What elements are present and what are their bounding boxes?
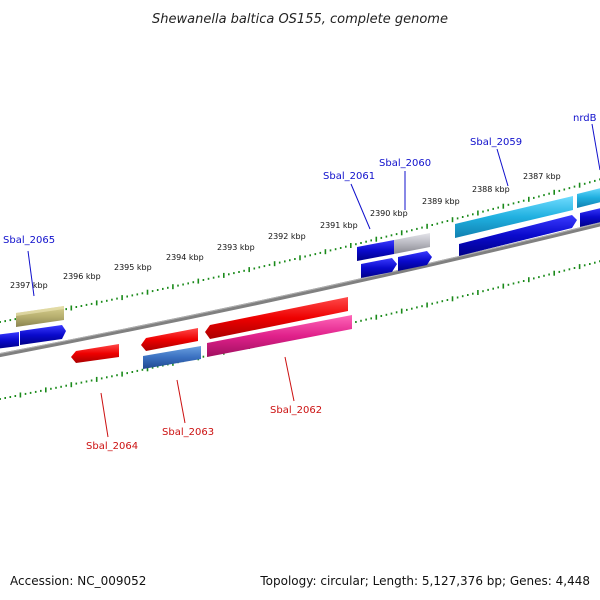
gene-label-sbal-2062: Sbal_2062: [270, 405, 322, 416]
accession-text: Accession: NC_009052: [10, 574, 146, 588]
scale-label: 2387 kbp: [523, 172, 561, 181]
scale-label: 2394 kbp: [166, 253, 204, 262]
scale-label: 2392 kbp: [268, 232, 306, 241]
reverse-strand-genes: [71, 297, 352, 369]
gene-label-sbal-2064: Sbal_2064: [86, 441, 138, 452]
scale-label: 2390 kbp: [370, 209, 408, 218]
forward-strand-genes: [0, 187, 600, 349]
gene-feature[interactable]: [398, 251, 432, 271]
scale-label: 2395 kbp: [114, 263, 152, 272]
gene-label-sbal-2060: Sbal_2060: [379, 158, 431, 169]
gene-sbal-2062[interactable]: [205, 297, 352, 357]
genome-backbone: [0, 222, 600, 358]
gene-feature[interactable]: [0, 325, 66, 349]
scale-ticks: [0, 178, 600, 400]
scale-label: 2388 kbp: [472, 185, 510, 194]
scale-label: 2397 kbp: [10, 281, 48, 290]
gene-sbal-2059[interactable]: [455, 196, 577, 256]
backbone-layer: [0, 222, 600, 358]
gene-sbal-2064[interactable]: [71, 344, 119, 363]
gene-labels: Sbal_2065 Sbal_2061 Sbal_2060 Sbal_2059 …: [3, 113, 600, 452]
gene-label-sbal-2059: Sbal_2059: [470, 137, 522, 148]
genome-summary-text: Topology: circular; Length: 5,127,376 bp…: [259, 574, 590, 588]
gene-label-sbal-2065: Sbal_2065: [3, 235, 55, 246]
scale-label: 2389 kbp: [422, 197, 460, 206]
scale-label: 2393 kbp: [217, 243, 255, 252]
genome-backbone-highlight: [0, 222, 600, 355]
gene-nrdb[interactable]: [577, 187, 600, 227]
scale-label: 2396 kbp: [63, 272, 101, 281]
gene-label-sbal-2061: Sbal_2061: [323, 171, 375, 182]
scale-label: 2391 kbp: [320, 221, 358, 230]
gene-sbal-2061[interactable]: [357, 240, 397, 278]
scale-labels: 2397 kbp 2396 kbp 2395 kbp 2394 kbp 2393…: [10, 172, 561, 290]
map-title: Shewanella baltica OS155, complete genom…: [152, 12, 448, 27]
gene-sbal-2065[interactable]: [16, 306, 64, 327]
gene-label-nrdb: nrdB: [573, 113, 597, 124]
gene-sbal-2063[interactable]: [141, 328, 201, 369]
gene-label-sbal-2063: Sbal_2063: [162, 427, 214, 438]
gene-sbal-2060[interactable]: [394, 233, 430, 254]
